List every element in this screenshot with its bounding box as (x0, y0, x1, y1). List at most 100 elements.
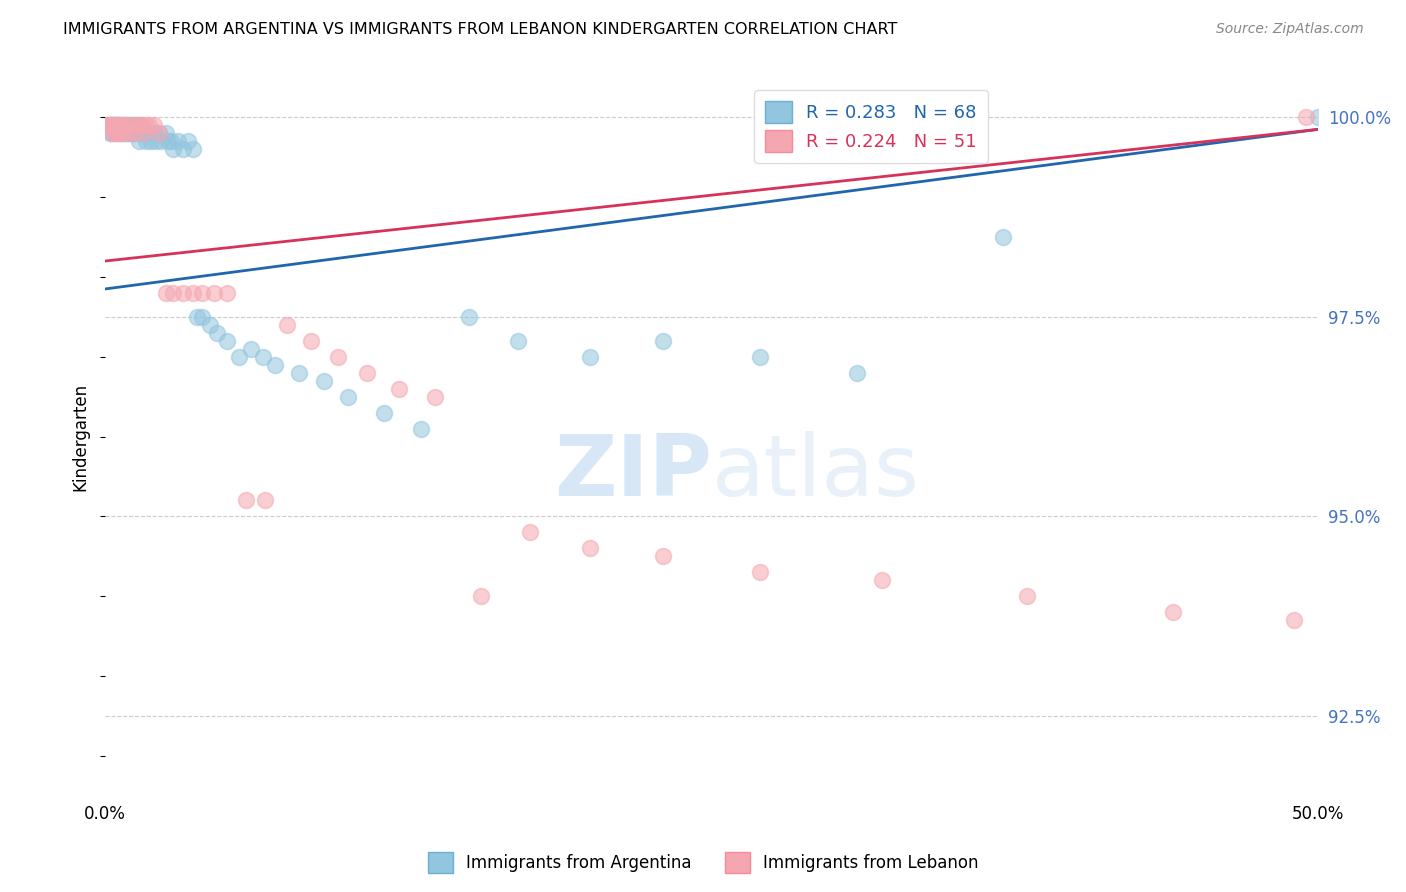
Point (115, 119, 138, 133)
Point (181, 142, 204, 156)
Point (125, 119, 148, 133)
Point (128, 126, 150, 140)
Point (652, 334, 675, 348)
Point (172, 285, 194, 300)
Point (105, 119, 128, 133)
Point (108, 119, 131, 133)
Point (138, 119, 160, 133)
Point (132, 126, 155, 140)
Point (142, 126, 165, 140)
Point (141, 134, 163, 148)
Point (98, 119, 121, 133)
Point (167, 134, 190, 148)
Point (124, 126, 146, 140)
Point (228, 350, 250, 364)
Point (111, 119, 134, 133)
Point (172, 142, 194, 156)
Point (150, 134, 173, 148)
Point (506, 334, 529, 348)
Point (114, 119, 136, 133)
Point (1161, 605, 1184, 619)
Point (131, 126, 153, 140)
Text: Source: ZipAtlas.com: Source: ZipAtlas.com (1216, 22, 1364, 37)
Point (97, 119, 120, 133)
Point (264, 358, 287, 372)
Point (104, 126, 127, 140)
Point (104, 119, 127, 133)
Point (186, 310, 208, 324)
Point (458, 310, 481, 324)
Point (336, 390, 359, 404)
Point (98, 119, 121, 133)
Point (870, 574, 893, 588)
Point (98, 126, 121, 140)
Point (215, 285, 238, 300)
Point (162, 285, 184, 300)
Point (159, 134, 181, 148)
Point (101, 126, 124, 140)
Point (425, 390, 447, 404)
Point (131, 119, 153, 133)
Point (252, 350, 274, 364)
Point (105, 119, 128, 133)
Point (846, 366, 869, 380)
Point (105, 126, 128, 140)
Point (356, 366, 378, 380)
Point (105, 126, 128, 140)
Point (191, 285, 214, 300)
Point (114, 126, 136, 140)
Point (118, 126, 141, 140)
Point (131, 119, 153, 133)
Point (373, 406, 395, 420)
Point (1017, 589, 1039, 603)
Point (97, 119, 120, 133)
Point (409, 422, 432, 436)
Point (125, 119, 148, 133)
Point (326, 350, 349, 364)
Point (111, 119, 134, 133)
Point (101, 119, 124, 133)
Point (176, 134, 198, 148)
Point (157, 134, 180, 148)
Point (148, 126, 170, 140)
Point (114, 119, 136, 133)
Point (1282, 613, 1305, 627)
Point (235, 493, 257, 508)
Point (181, 285, 204, 300)
Point (205, 326, 228, 340)
Point (101, 119, 124, 133)
Point (198, 318, 221, 332)
Point (138, 126, 160, 140)
Point (115, 119, 138, 133)
Point (239, 342, 262, 356)
Text: ZIP: ZIP (554, 431, 711, 514)
Point (470, 589, 492, 603)
Legend: R = 0.283   N = 68, R = 0.224   N = 51: R = 0.283 N = 68, R = 0.224 N = 51 (754, 90, 988, 163)
Point (749, 350, 772, 364)
Point (108, 126, 131, 140)
Point (519, 525, 541, 540)
Text: IMMIGRANTS FROM ARGENTINA VS IMMIGRANTS FROM LEBANON KINDERGARTEN CORRELATION CH: IMMIGRANTS FROM ARGENTINA VS IMMIGRANTS … (63, 22, 897, 37)
Point (121, 119, 143, 133)
Point (301, 334, 323, 348)
Point (108, 126, 131, 140)
Point (115, 126, 138, 140)
Point (111, 126, 134, 140)
Point (124, 119, 146, 133)
Point (108, 119, 131, 133)
Point (118, 119, 141, 133)
Point (162, 142, 184, 156)
Point (105, 119, 128, 133)
Point (145, 134, 167, 148)
Text: atlas: atlas (711, 431, 920, 514)
Point (312, 374, 335, 388)
Point (1308, 111, 1330, 125)
Point (128, 119, 150, 133)
Point (101, 126, 124, 140)
Point (215, 334, 238, 348)
Point (132, 126, 155, 140)
Point (202, 285, 225, 300)
Point (121, 126, 143, 140)
Point (288, 366, 311, 380)
Point (101, 119, 124, 133)
